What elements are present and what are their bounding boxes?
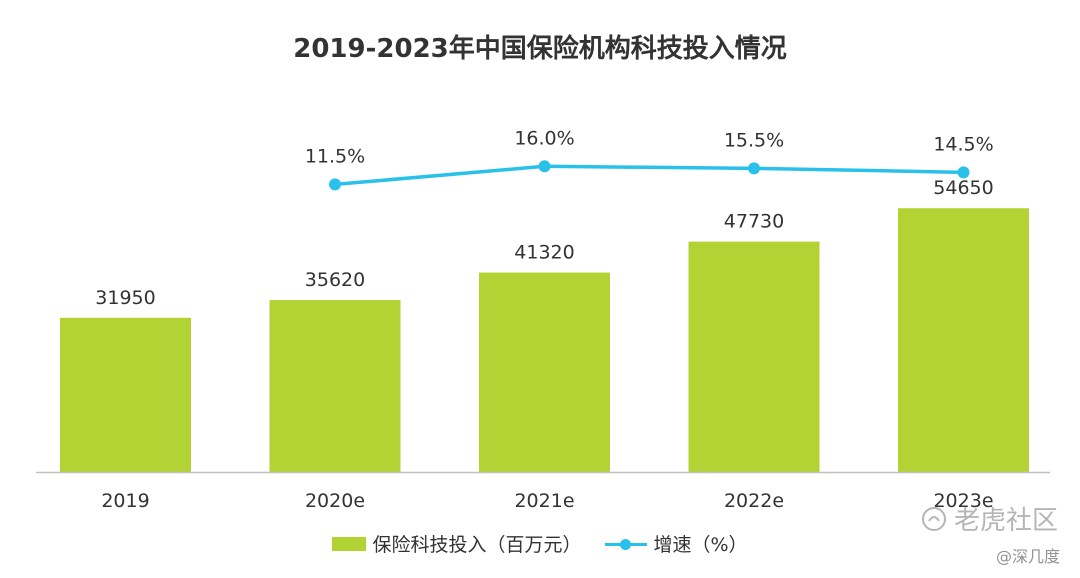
growth-value-label: 14.5% xyxy=(933,133,993,155)
watermark-author: @深几度 xyxy=(995,547,1060,566)
x-tick-label: 2023e xyxy=(933,490,993,512)
watermark-text: 老虎社区 xyxy=(953,506,1058,536)
bar-value-label: 31950 xyxy=(95,287,155,309)
bar xyxy=(269,300,401,472)
bar xyxy=(898,208,1029,473)
x-tick-label: 2019 xyxy=(101,490,149,512)
legend-label-growth: 增速（%） xyxy=(653,534,748,556)
tiger-community-logo-icon xyxy=(921,506,946,531)
legend-item-investment: 保险科技投入（百万元） xyxy=(332,530,581,557)
legend: 保险科技投入（百万元） 增速（%） xyxy=(0,530,1080,557)
legend-label-investment: 保险科技投入（百万元） xyxy=(372,534,582,556)
legend-item-growth: 增速（%） xyxy=(605,530,748,557)
growth-value-label: 16.0% xyxy=(514,127,574,149)
bar xyxy=(688,241,820,472)
growth-line xyxy=(334,164,964,187)
bar-value-label: 47730 xyxy=(724,211,784,233)
bar-value-label: 35620 xyxy=(305,269,365,291)
x-tick-label: 2020e xyxy=(305,490,365,512)
growth-value-label: 11.5% xyxy=(305,145,365,167)
legend-line-swatch xyxy=(605,537,648,551)
x-tick-label: 2022e xyxy=(724,490,784,512)
growth-point xyxy=(957,166,970,179)
chart-title: 2019-2023年中国保险机构科技投入情况 xyxy=(293,34,787,64)
growth-point xyxy=(538,160,551,173)
bar-value-label: 41320 xyxy=(514,242,574,264)
watermark: 老虎社区 xyxy=(920,500,1058,537)
x-tick-label: 2021e xyxy=(514,490,574,512)
legend-bar-swatch xyxy=(332,536,367,551)
growth-point xyxy=(748,162,760,175)
bar xyxy=(60,317,191,472)
growth-point xyxy=(329,178,341,191)
bar-value-label: 54650 xyxy=(933,177,993,199)
growth-value-label: 15.5% xyxy=(724,129,784,151)
bar xyxy=(479,272,610,472)
